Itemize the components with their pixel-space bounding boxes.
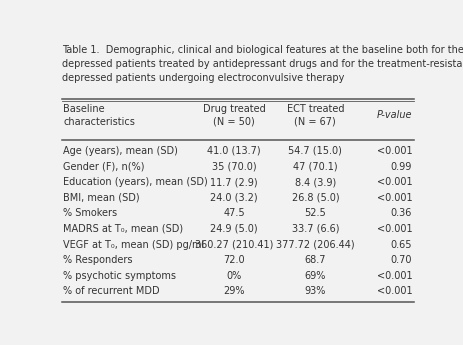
- Text: 33.7 (6.6): 33.7 (6.6): [291, 224, 338, 234]
- Text: VEGF at T₀, mean (SD) pg/ml: VEGF at T₀, mean (SD) pg/ml: [63, 239, 204, 249]
- Text: 47 (70.1): 47 (70.1): [293, 161, 337, 171]
- Text: MADRS at T₀, mean (SD): MADRS at T₀, mean (SD): [63, 224, 183, 234]
- Text: 0.99: 0.99: [390, 161, 411, 171]
- Text: <0.001: <0.001: [376, 146, 411, 156]
- Text: 52.5: 52.5: [304, 208, 325, 218]
- Text: 68.7: 68.7: [304, 255, 325, 265]
- Text: 47.5: 47.5: [223, 208, 244, 218]
- Text: 377.72 (206.44): 377.72 (206.44): [275, 239, 354, 249]
- Text: 360.27 (210.41): 360.27 (210.41): [194, 239, 273, 249]
- Text: Table 1.  Demographic, clinical and biological features at the baseline both for: Table 1. Demographic, clinical and biolo…: [62, 46, 463, 82]
- Text: <0.001: <0.001: [376, 271, 411, 281]
- Text: BMI, mean (SD): BMI, mean (SD): [63, 193, 140, 203]
- Text: <0.001: <0.001: [376, 193, 411, 203]
- Text: 26.8 (5.0): 26.8 (5.0): [291, 193, 338, 203]
- Text: % Smokers: % Smokers: [63, 208, 117, 218]
- Text: 0.70: 0.70: [390, 255, 411, 265]
- Text: Age (years), mean (SD): Age (years), mean (SD): [63, 146, 178, 156]
- Text: 0.65: 0.65: [390, 239, 411, 249]
- Text: 41.0 (13.7): 41.0 (13.7): [207, 146, 261, 156]
- Text: 69%: 69%: [304, 271, 325, 281]
- Text: 54.7 (15.0): 54.7 (15.0): [288, 146, 342, 156]
- Text: Gender (F), n(%): Gender (F), n(%): [63, 161, 144, 171]
- Text: % Responders: % Responders: [63, 255, 132, 265]
- Text: 11.7 (2.9): 11.7 (2.9): [210, 177, 257, 187]
- Text: Baseline
characteristics: Baseline characteristics: [63, 104, 135, 127]
- Text: 29%: 29%: [223, 286, 244, 296]
- Text: 72.0: 72.0: [223, 255, 244, 265]
- Text: 24.9 (5.0): 24.9 (5.0): [210, 224, 257, 234]
- Text: 0.36: 0.36: [390, 208, 411, 218]
- Text: 24.0 (3.2): 24.0 (3.2): [210, 193, 257, 203]
- Text: 0%: 0%: [226, 271, 241, 281]
- Text: % psychotic symptoms: % psychotic symptoms: [63, 271, 176, 281]
- Text: <0.001: <0.001: [376, 177, 411, 187]
- Text: 35 (70.0): 35 (70.0): [212, 161, 256, 171]
- Text: % of recurrent MDD: % of recurrent MDD: [63, 286, 160, 296]
- Text: 93%: 93%: [304, 286, 325, 296]
- Text: P-value: P-value: [376, 110, 411, 120]
- Text: Drug treated
(N = 50): Drug treated (N = 50): [202, 104, 265, 127]
- Text: <0.001: <0.001: [376, 286, 411, 296]
- Text: Education (years), mean (SD): Education (years), mean (SD): [63, 177, 208, 187]
- Text: ECT treated
(N = 67): ECT treated (N = 67): [286, 104, 344, 127]
- Text: <0.001: <0.001: [376, 224, 411, 234]
- Text: 8.4 (3.9): 8.4 (3.9): [294, 177, 335, 187]
